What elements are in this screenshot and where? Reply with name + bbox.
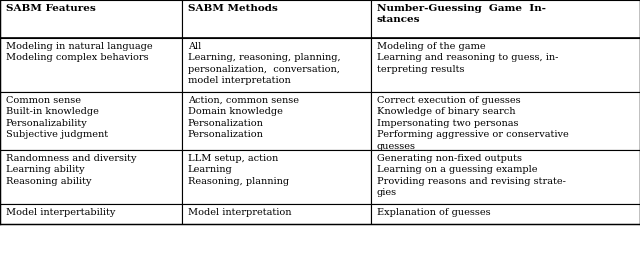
Text: Modeling in natural language
Modeling complex behaviors: Modeling in natural language Modeling co… xyxy=(6,42,152,62)
Text: Correct execution of guesses
Knowledge of binary search
Impersonating two person: Correct execution of guesses Knowledge o… xyxy=(377,96,568,151)
Bar xyxy=(371,38,640,92)
Text: Model interpertability: Model interpertability xyxy=(6,208,115,217)
Bar xyxy=(182,38,371,92)
Bar xyxy=(182,0,371,38)
Text: Generating non-fixed outputs
Learning on a guessing example
Providing reasons an: Generating non-fixed outputs Learning on… xyxy=(377,154,566,197)
Bar xyxy=(182,204,371,224)
Bar xyxy=(371,92,640,150)
Bar xyxy=(371,0,640,38)
Text: All
Learning, reasoning, planning,
personalization,  conversation,
model interpr: All Learning, reasoning, planning, perso… xyxy=(188,42,340,85)
Text: LLM setup, action
Learning
Reasoning, planning: LLM setup, action Learning Reasoning, pl… xyxy=(188,154,289,186)
Bar xyxy=(371,150,640,204)
Bar xyxy=(0,150,182,204)
Bar xyxy=(0,92,182,150)
Text: SABM Methods: SABM Methods xyxy=(188,4,278,13)
Text: Number-Guessing  Game  In-
stances: Number-Guessing Game In- stances xyxy=(377,4,546,24)
Bar xyxy=(182,92,371,150)
Text: Explanation of guesses: Explanation of guesses xyxy=(377,208,490,217)
Text: SABM Features: SABM Features xyxy=(6,4,95,13)
Bar xyxy=(0,0,182,38)
Text: Common sense
Built-in knowledge
Personalizability
Subjective judgment: Common sense Built-in knowledge Personal… xyxy=(6,96,108,139)
Text: Randomness and diversity
Learning ability
Reasoning ability: Randomness and diversity Learning abilit… xyxy=(6,154,136,186)
Text: Action, common sense
Domain knowledge
Personalization
Personalization: Action, common sense Domain knowledge Pe… xyxy=(188,96,299,139)
Text: Model interpretation: Model interpretation xyxy=(188,208,291,217)
Bar xyxy=(0,204,182,224)
Text: Modeling of the game
Learning and reasoning to guess, in-
terpreting results: Modeling of the game Learning and reason… xyxy=(377,42,558,74)
Bar xyxy=(0,38,182,92)
Bar xyxy=(371,204,640,224)
Bar xyxy=(182,150,371,204)
